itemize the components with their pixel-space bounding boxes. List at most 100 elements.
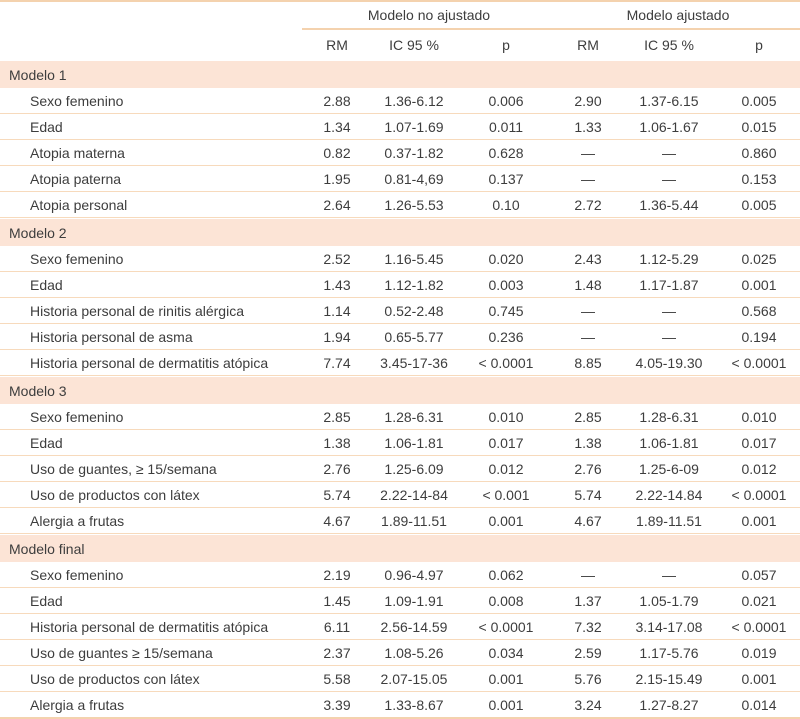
cell-p-adjusted: < 0.0001 <box>731 618 787 635</box>
cell-rm-unadjusted: 2.37 <box>323 644 351 661</box>
section-title: Modelo final <box>9 540 85 557</box>
cell-p-adjusted: 0.005 <box>741 196 777 213</box>
cell-p-adjusted: 0.015 <box>741 118 777 135</box>
cell-p-unadjusted: 0.001 <box>488 670 524 687</box>
cell-ci-adjusted: 1.37-6.15 <box>639 92 699 109</box>
cell-p-unadjusted: < 0.0001 <box>478 354 534 371</box>
cell-ci-adjusted: — <box>662 144 676 161</box>
cell-p-adjusted: 0.025 <box>741 250 777 267</box>
cell-ci-unadjusted: 1.12-1.82 <box>384 276 444 293</box>
cell-p-adjusted: 0.014 <box>741 696 777 713</box>
subheader-p-adjusted: p <box>755 37 763 53</box>
cell-p-adjusted: 0.010 <box>741 408 777 425</box>
cell-rm-adjusted: 1.33 <box>574 118 602 135</box>
table-row: Uso de productos con látex 5.74 2.22-14-84… <box>0 482 800 508</box>
cell-rm-unadjusted: 1.95 <box>323 170 351 187</box>
cell-p-adjusted: 0.860 <box>741 144 777 161</box>
table-row: Uso de guantes, ≥ 15/semana 2.76 1.25-6.09… <box>0 456 800 482</box>
cell-p-adjusted: 0.001 <box>741 276 777 293</box>
row-label: Uso de guantes, ≥ 15/semana <box>30 460 217 477</box>
row-label: Sexo femenino <box>30 92 124 109</box>
table-row: Historia personal de rinitis alérgica 1.1… <box>0 298 800 324</box>
cell-ci-adjusted: 1.27-8.27 <box>639 696 699 713</box>
cell-ci-adjusted: 4.05-19.30 <box>635 354 703 371</box>
cell-rm-unadjusted: 0.82 <box>323 144 351 161</box>
row-label: Historia personal de rinitis alérgica <box>30 302 244 319</box>
cell-p-adjusted: 0.568 <box>741 302 777 319</box>
cell-p-unadjusted: 0.236 <box>488 328 524 345</box>
cell-p-unadjusted: 0.137 <box>488 170 524 187</box>
cell-p-unadjusted: 0.020 <box>488 250 524 267</box>
cell-rm-adjusted: 2.43 <box>574 250 602 267</box>
cell-rm-unadjusted: 6.11 <box>323 618 351 635</box>
subheader-ci-adjusted: IC 95 % <box>644 37 694 53</box>
cell-rm-adjusted: 4.67 <box>574 512 602 529</box>
table-row: Atopia paterna 1.95 0.81-4,69 0.137 — — 0.153 <box>0 166 800 192</box>
table-body: Modelo 1 Sexo femenino 2.88 1.36-6.12 0.006 2… <box>0 61 800 719</box>
cell-p-unadjusted: 0.628 <box>488 144 524 161</box>
row-label: Edad <box>30 118 63 135</box>
cell-p-adjusted: 0.012 <box>741 460 777 477</box>
cell-rm-unadjusted: 1.45 <box>323 592 351 609</box>
row-label: Uso de productos con látex <box>30 670 200 687</box>
row-label: Atopia personal <box>30 196 128 213</box>
table-row: Alergia a frutas 4.67 1.89-11.51 0.001 4.67 1… <box>0 508 800 534</box>
cell-rm-unadjusted: 1.38 <box>323 434 351 451</box>
cell-p-adjusted: 0.019 <box>741 644 777 661</box>
cell-ci-adjusted: 1.28-6.31 <box>639 408 699 425</box>
cell-p-unadjusted: 0.745 <box>488 302 524 319</box>
cell-p-unadjusted: 0.001 <box>488 512 524 529</box>
cell-rm-adjusted: 2.72 <box>574 196 602 213</box>
cell-rm-adjusted: — <box>581 170 595 187</box>
table-row: Sexo femenino 2.52 1.16-5.45 0.020 2.43 1.12-… <box>0 246 800 272</box>
section-header: Modelo 1 <box>0 61 800 88</box>
cell-rm-unadjusted: 1.14 <box>323 302 351 319</box>
cell-ci-adjusted: 1.12-5.29 <box>639 250 699 267</box>
cell-rm-adjusted: 2.85 <box>574 408 602 425</box>
row-label: Uso de guantes ≥ 15/semana <box>30 644 213 661</box>
cell-rm-unadjusted: 4.67 <box>323 512 351 529</box>
cell-p-adjusted: 0.194 <box>741 328 777 345</box>
group-header-unadjusted: Modelo no ajustado <box>302 2 556 30</box>
cell-ci-unadjusted: 1.89-11.51 <box>381 512 447 529</box>
cell-p-adjusted: 0.057 <box>741 566 777 583</box>
table-row: Edad 1.45 1.09-1.91 0.008 1.37 1.05-1.79 0.021 <box>0 588 800 614</box>
table-row: Edad 1.34 1.07-1.69 0.011 1.33 1.06-1.67 0.015 <box>0 114 800 140</box>
cell-rm-adjusted: 8.85 <box>574 354 602 371</box>
cell-p-unadjusted: < 0.0001 <box>478 618 534 635</box>
cell-p-unadjusted: 0.003 <box>488 276 524 293</box>
cell-rm-adjusted: 7.32 <box>574 618 602 635</box>
subheader-p-unadjusted: p <box>502 37 510 53</box>
cell-ci-adjusted: 1.36-5.44 <box>639 196 699 213</box>
table-row: Edad 1.43 1.12-1.82 0.003 1.48 1.17-1.87 0.001 <box>0 272 800 298</box>
table-row: Sexo femenino 2.85 1.28-6.31 0.010 2.85 1.28-… <box>0 404 800 430</box>
cell-ci-adjusted: — <box>662 302 676 319</box>
cell-rm-adjusted: 1.37 <box>574 592 602 609</box>
subheader-ci-unadjusted: IC 95 % <box>389 37 439 53</box>
cell-ci-adjusted: 1.06-1.81 <box>639 434 699 451</box>
cell-ci-unadjusted: 3.45-17-36 <box>380 354 448 371</box>
cell-p-adjusted: 0.017 <box>741 434 777 451</box>
cell-rm-adjusted: 1.48 <box>574 276 602 293</box>
cell-rm-unadjusted: 5.74 <box>323 486 351 503</box>
cell-rm-unadjusted: 3.39 <box>323 696 351 713</box>
cell-p-unadjusted: 0.011 <box>489 118 523 135</box>
table-row: Edad 1.38 1.06-1.81 0.017 1.38 1.06-1.81 0.017 <box>0 430 800 456</box>
cell-rm-adjusted: 3.24 <box>574 696 602 713</box>
cell-p-adjusted: 0.001 <box>741 512 777 529</box>
table-row: Alergia a frutas 3.39 1.33-8.67 0.001 3.24 1.… <box>0 692 800 719</box>
cell-p-adjusted: < 0.0001 <box>731 354 787 371</box>
row-label: Edad <box>30 434 63 451</box>
row-label: Atopia paterna <box>30 170 122 187</box>
section-title: Modelo 3 <box>9 382 67 399</box>
row-label: Sexo femenino <box>30 566 124 583</box>
cell-ci-adjusted: 2.15-15.49 <box>635 670 703 687</box>
cell-ci-adjusted: 1.17-1.87 <box>639 276 699 293</box>
cell-ci-unadjusted: 1.25-6.09 <box>384 460 444 477</box>
row-label: Uso de productos con látex <box>30 486 200 503</box>
cell-rm-adjusted: 5.76 <box>574 670 602 687</box>
cell-ci-unadjusted: 2.56-14.59 <box>380 618 448 635</box>
cell-ci-adjusted: 2.22-14.84 <box>635 486 703 503</box>
cell-ci-adjusted: — <box>662 170 676 187</box>
